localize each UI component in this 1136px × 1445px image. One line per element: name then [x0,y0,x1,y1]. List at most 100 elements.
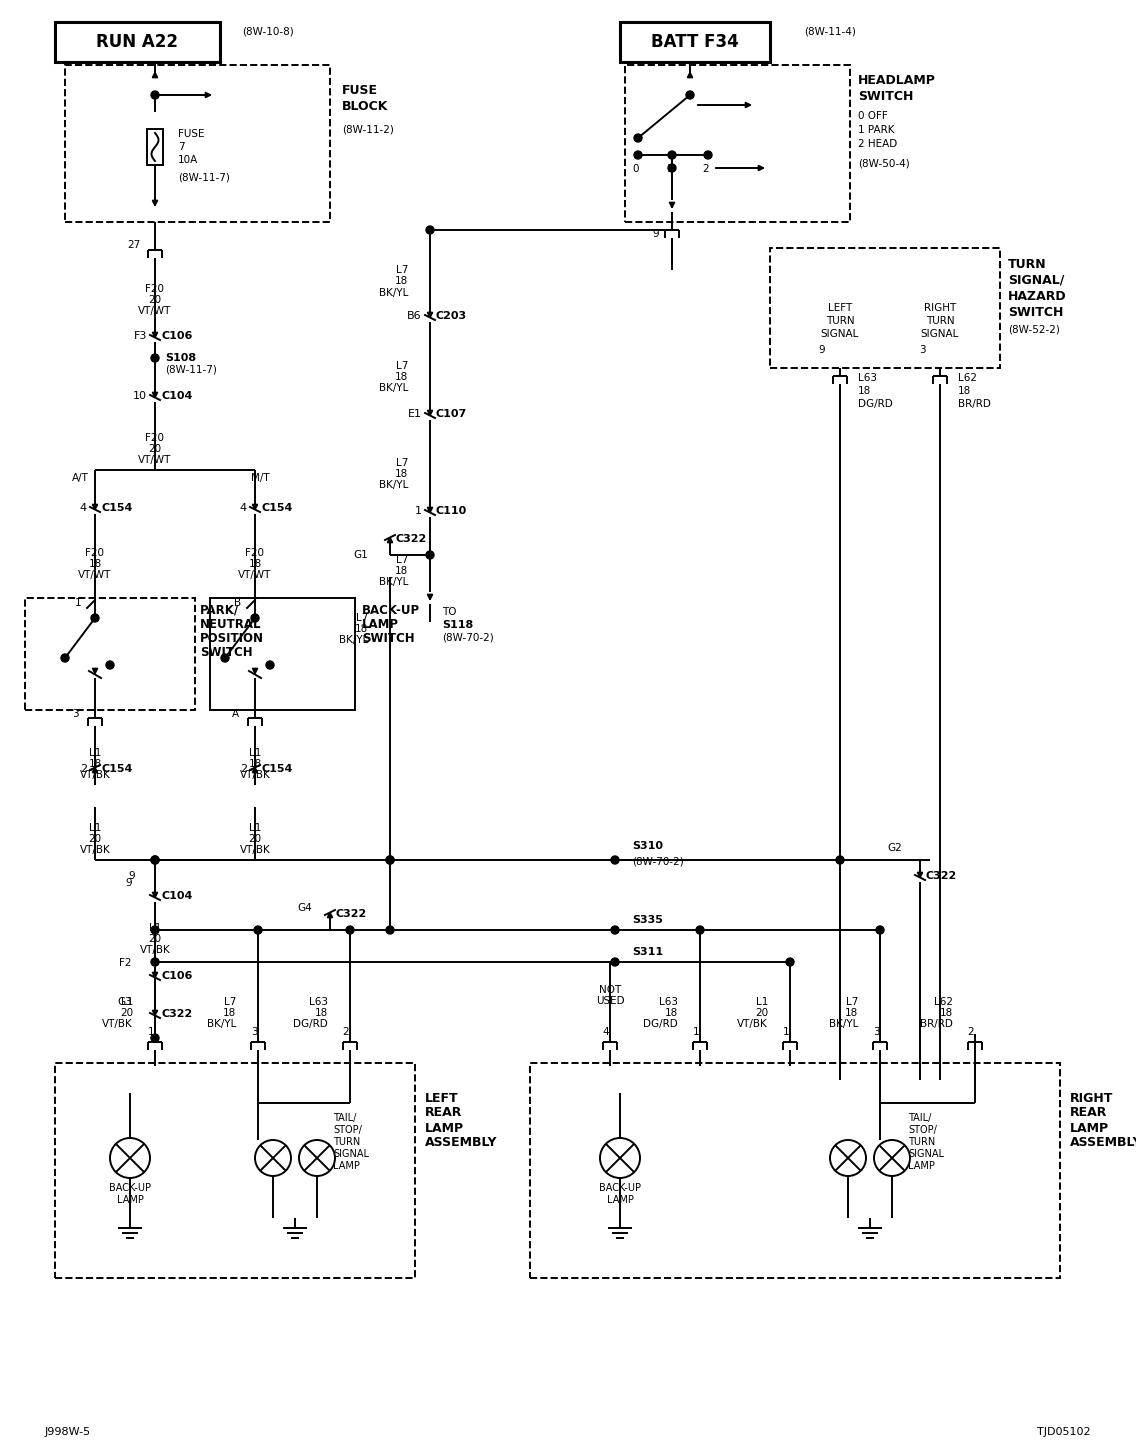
Text: C322: C322 [161,1009,192,1019]
Text: ASSEMBLY: ASSEMBLY [1070,1137,1136,1150]
Text: S118: S118 [442,620,474,630]
Text: C154: C154 [261,503,292,513]
Text: 18: 18 [354,624,368,634]
Text: DG/RD: DG/RD [643,1019,678,1029]
Text: USED: USED [595,996,625,1006]
Text: 18: 18 [223,1009,236,1017]
Text: 9: 9 [125,879,132,889]
Text: SIGNAL/: SIGNAL/ [1008,273,1064,286]
Text: 2: 2 [80,764,87,775]
Text: (8W-70-2): (8W-70-2) [442,633,494,643]
Text: 4: 4 [603,1027,609,1038]
Text: 3: 3 [251,1027,258,1038]
Text: 18: 18 [89,559,101,569]
Circle shape [426,551,434,559]
Text: L63: L63 [858,373,877,383]
Text: BK/YL: BK/YL [828,1019,858,1029]
Bar [55,22,220,62]
Circle shape [251,614,259,621]
Text: 2 HEAD: 2 HEAD [858,139,897,149]
Text: A: A [232,709,239,720]
Circle shape [836,855,844,864]
Text: 10A: 10A [178,155,199,165]
Text: 3: 3 [919,345,926,355]
Circle shape [696,926,704,933]
Text: 9: 9 [819,345,826,355]
Text: BK/YL: BK/YL [207,1019,236,1029]
Text: NOT: NOT [599,985,621,996]
Text: 18: 18 [394,470,408,478]
Text: FUSE: FUSE [178,129,204,139]
Text: RUN A22: RUN A22 [97,33,178,51]
Text: DG/RD: DG/RD [858,399,893,409]
Text: S310: S310 [632,841,663,851]
Text: STOP/: STOP/ [333,1126,362,1134]
Text: 18: 18 [394,566,408,577]
Text: 1: 1 [75,598,82,608]
Text: L7: L7 [845,997,858,1007]
Text: LEFT: LEFT [828,303,852,314]
Text: PARK/: PARK/ [200,604,239,617]
Text: (8W-50-4): (8W-50-4) [858,159,910,169]
Text: (8W-11-2): (8W-11-2) [342,126,394,134]
Text: F20: F20 [245,548,265,558]
Text: B: B [234,598,242,608]
Text: C322: C322 [336,909,367,919]
Text: BATT F34: BATT F34 [651,33,738,51]
Text: L7: L7 [395,555,408,565]
Text: 4: 4 [80,503,87,513]
Text: 18: 18 [958,386,971,396]
Bar [210,598,354,709]
Circle shape [151,855,159,864]
Text: SIGNAL: SIGNAL [333,1149,369,1159]
Text: C106: C106 [161,331,192,341]
Circle shape [106,660,114,669]
Text: STOP/: STOP/ [908,1126,937,1134]
Text: VT/WT: VT/WT [139,306,172,316]
Text: 2: 2 [240,764,247,775]
Text: TJD05102: TJD05102 [1037,1428,1091,1436]
Text: 18: 18 [665,1009,678,1017]
Text: 20: 20 [120,1009,133,1017]
Text: L7: L7 [395,361,408,371]
Text: G3: G3 [117,997,132,1007]
Text: VT/BK: VT/BK [737,1019,768,1029]
Text: VT/WT: VT/WT [239,569,272,579]
Text: L7: L7 [395,458,408,468]
Bar [65,65,329,223]
Text: RIGHT: RIGHT [924,303,957,314]
Text: S311: S311 [632,946,663,957]
Text: BK/YL: BK/YL [378,480,408,490]
Text: 1: 1 [693,1027,700,1038]
Text: L7: L7 [395,264,408,275]
Circle shape [668,150,676,159]
Text: 4: 4 [240,503,247,513]
Text: C106: C106 [161,971,192,981]
Text: VT/BK: VT/BK [240,845,270,855]
Text: 18: 18 [394,371,408,381]
Text: BK/YL: BK/YL [378,288,408,298]
Text: HAZARD: HAZARD [1008,289,1067,302]
Text: LEFT: LEFT [425,1091,459,1104]
Text: 1: 1 [667,163,674,173]
Bar [625,65,850,223]
Text: BK/YL: BK/YL [339,634,368,644]
Text: 1 PARK: 1 PARK [858,126,894,134]
Text: SWITCH: SWITCH [200,646,252,659]
Text: TAIL/: TAIL/ [908,1113,932,1123]
Text: 10: 10 [133,392,147,402]
Text: 3: 3 [872,1027,879,1038]
Text: (8W-11-7): (8W-11-7) [165,366,217,376]
Circle shape [611,958,619,967]
Circle shape [704,150,712,159]
Text: BACK-UP: BACK-UP [599,1183,641,1194]
Text: TURN: TURN [826,316,854,327]
Text: L1: L1 [249,749,261,759]
Text: 20: 20 [89,834,101,844]
Circle shape [386,926,394,933]
Text: 20: 20 [149,933,161,944]
Circle shape [266,660,274,669]
Text: C203: C203 [436,311,467,321]
Text: E1: E1 [408,409,421,419]
Text: 0 OFF: 0 OFF [858,111,887,121]
